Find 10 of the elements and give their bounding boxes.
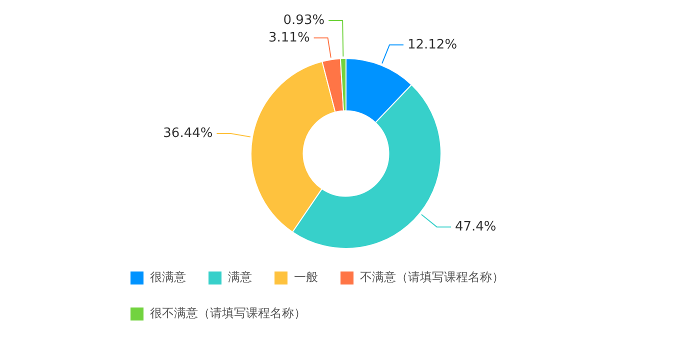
legend-label: 不满意（请填写课程名称） xyxy=(360,270,504,284)
data-label: 36.44% xyxy=(163,126,213,141)
legend-label: 很满意 xyxy=(150,270,186,284)
legend-label: 很不满意（请填写课程名称） xyxy=(150,306,306,320)
legend-label: 满意 xyxy=(228,270,252,284)
legend-label: 一般 xyxy=(294,270,318,284)
data-label: 3.11% xyxy=(268,30,310,46)
data-label: 0.93% xyxy=(283,12,325,28)
data-label: 12.12% xyxy=(407,37,458,52)
data-label: 47.4% xyxy=(454,219,496,234)
